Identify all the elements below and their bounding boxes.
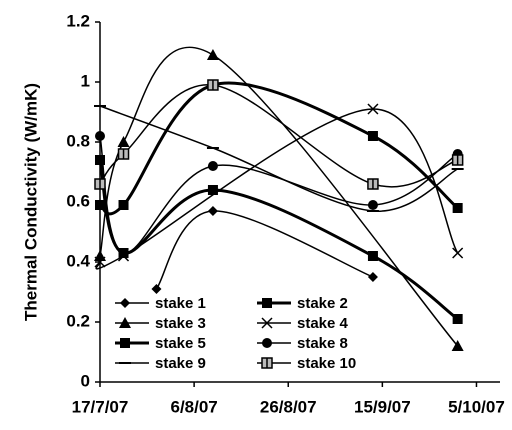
marker xyxy=(94,250,106,261)
marker xyxy=(367,131,378,141)
y-tick-label: 0.2 xyxy=(66,311,90,330)
marker xyxy=(207,79,219,91)
marker xyxy=(118,248,129,258)
series-line xyxy=(99,84,458,188)
marker xyxy=(207,161,218,171)
series-line xyxy=(99,105,459,212)
series-line xyxy=(155,210,374,290)
marker xyxy=(261,317,273,329)
x-tick-label: 5/10/07 xyxy=(448,397,505,416)
series-line xyxy=(95,108,459,270)
y-tick-label: 0.8 xyxy=(66,131,90,150)
marker xyxy=(118,200,129,210)
marker xyxy=(367,251,378,261)
marker xyxy=(452,203,463,213)
marker xyxy=(206,49,219,60)
marker xyxy=(261,357,273,369)
marker xyxy=(367,272,378,282)
legend-label: stake 4 xyxy=(297,315,349,332)
legend-label: stake 9 xyxy=(155,355,206,372)
marker xyxy=(94,178,106,190)
marker xyxy=(367,200,378,210)
marker xyxy=(262,338,272,348)
marker xyxy=(451,154,464,166)
marker xyxy=(117,148,130,160)
legend-label: stake 2 xyxy=(297,295,348,312)
series-line xyxy=(98,159,459,321)
x-tick-label: 17/7/07 xyxy=(72,397,129,416)
legend-label: stake 5 xyxy=(155,335,206,352)
marker xyxy=(207,206,218,216)
marker xyxy=(94,256,106,268)
legend-label: stake 1 xyxy=(155,295,206,312)
marker xyxy=(95,131,105,141)
legend-label: stake 10 xyxy=(297,355,356,372)
x-tick-label: 15/9/07 xyxy=(354,397,411,416)
y-tick-label: 1.2 xyxy=(66,11,90,30)
marker xyxy=(367,103,379,115)
marker xyxy=(452,314,463,324)
marker xyxy=(207,185,218,195)
marker xyxy=(117,136,130,147)
marker xyxy=(452,247,464,259)
marker xyxy=(120,298,130,308)
marker xyxy=(119,317,131,328)
marker xyxy=(120,338,130,348)
x-tick-label: 6/8/07 xyxy=(170,397,217,416)
y-tick-label: 0 xyxy=(81,371,90,390)
y-tick-label: 1 xyxy=(81,71,90,90)
y-tick-label: 0.6 xyxy=(66,191,90,210)
marker xyxy=(95,155,105,165)
legend-label: stake 3 xyxy=(155,315,206,332)
marker xyxy=(95,200,105,210)
y-tick-label: 0.4 xyxy=(66,251,90,270)
x-tick-label: 26/8/07 xyxy=(260,397,317,416)
series-line xyxy=(99,46,459,347)
series-line xyxy=(99,81,459,216)
marker xyxy=(451,340,464,351)
legend-label: stake 8 xyxy=(297,335,348,352)
marker xyxy=(367,178,379,190)
y-axis-label: Thermal Conductivity (W/mK) xyxy=(21,83,40,321)
marker xyxy=(262,298,272,308)
marker xyxy=(151,284,162,294)
